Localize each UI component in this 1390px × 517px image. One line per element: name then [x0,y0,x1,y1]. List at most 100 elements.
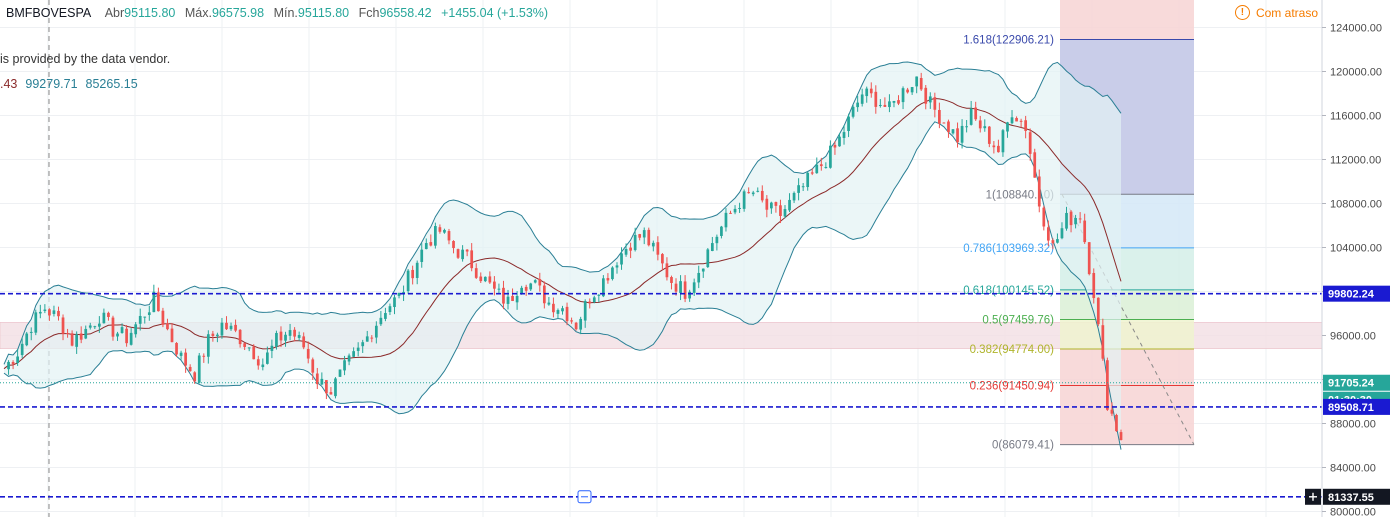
fib-level-label: 0.618(100145.52) [963,285,1054,297]
candle-body [170,328,174,343]
bb-fill [4,62,1121,450]
candle-body [397,292,401,296]
candle-body [1115,414,1118,432]
candle-body [7,361,10,370]
candle-body [352,351,355,357]
candle-body [84,328,88,339]
low-label: Mín. [273,6,298,20]
indicator-value-2: 99279.71 [25,77,78,91]
candle-body [538,279,542,286]
bollinger-bands[interactable] [3,61,1122,450]
candle-body [93,326,97,328]
candle-body [883,104,887,107]
candle-body [184,352,187,366]
candle-body [488,276,492,283]
candle-body [742,191,746,209]
candle-body [1051,240,1055,244]
fib-level-label: 0.5(97459.76) [982,314,1054,326]
open-value: 95115.80 [124,6,176,20]
candle-body [138,315,142,324]
axis-tick-label: 116000.00 [1330,111,1381,123]
candle-body [247,347,251,349]
candles [7,72,1123,441]
candle-body [847,116,850,132]
candle-body [179,352,183,356]
price-label-line-3: 81337.55 [1328,492,1374,504]
axis-tick-label: 124000.00 [1330,23,1382,35]
candle-body [147,312,151,315]
high-value: 96575.98 [211,6,265,20]
candle-body [1028,132,1032,154]
candle-body [206,334,210,357]
candle-body [865,88,869,97]
vendor-note: is provided by the data vendor. [0,52,171,66]
candle-body [602,278,605,297]
candle-body [729,212,732,214]
axis-tick-label: 108000.00 [1330,199,1382,211]
delay-badge[interactable]: ! Com atraso [1234,5,1318,20]
bb-lower-line [3,121,1122,450]
candle-body [443,229,446,233]
candle-body [629,247,632,251]
candle-body [860,94,864,104]
candle-body [933,97,937,110]
candle-body [75,334,79,347]
candle-body [225,322,228,330]
fib-trend-line[interactable] [1061,194,1195,445]
candle-body [20,343,24,356]
candle-body [919,78,923,90]
candle-body [624,249,628,255]
candle-body [161,310,165,325]
price-axis[interactable]: 80000.0084000.0088000.0092000.0096000.00… [1321,0,1390,517]
candle-body [456,249,460,258]
candle-body [361,342,365,347]
indicator-values: .43 99279.71 85265.15 [0,77,146,91]
candle-body [611,267,614,280]
legend-header: BMFBOVESPA Abr95115.80 Máx.96575.98 Mín.… [6,6,548,20]
candle-body [960,125,964,143]
candle-body [320,378,324,385]
candle-body [515,295,519,303]
candle-body [570,320,573,322]
candle-body [720,226,723,236]
candle-body [770,202,773,209]
candle-body [724,212,728,228]
candle-body [661,254,664,264]
symbol-name[interactable]: BMFBOVESPA [6,6,92,20]
fib-band [1060,385,1194,445]
close-value: 96558.42 [379,6,432,20]
candle-body [70,333,74,346]
axis-tick-label: 104000.00 [1330,243,1382,255]
candle-body [851,106,855,117]
candle-body [1083,220,1087,243]
candle-body [987,126,991,144]
candle-body [452,240,455,249]
candle-body [29,331,33,333]
candle-body [792,192,796,201]
high-label: Máx. [184,6,212,20]
candle-body [533,280,537,283]
candle-body [815,164,819,174]
candle-body [479,276,483,282]
candle-body [838,136,841,147]
candle-body [938,109,941,124]
candle-body [502,287,505,304]
candle-body [447,231,451,241]
candle-body [497,288,501,290]
candle-body [810,172,814,174]
candle-body [1087,242,1091,275]
candle-body [120,327,124,334]
candle-body [951,129,955,134]
candle-body [606,278,610,281]
candle-body [797,185,800,193]
candle-body [647,229,651,246]
fib-level-label: 1.618(122906.21) [963,35,1054,47]
candle-body [16,356,19,363]
candle-body [1056,239,1059,243]
candle-body [402,291,405,294]
candle-body [229,325,233,330]
candle-body [670,277,673,283]
fib-band [1060,0,1194,40]
